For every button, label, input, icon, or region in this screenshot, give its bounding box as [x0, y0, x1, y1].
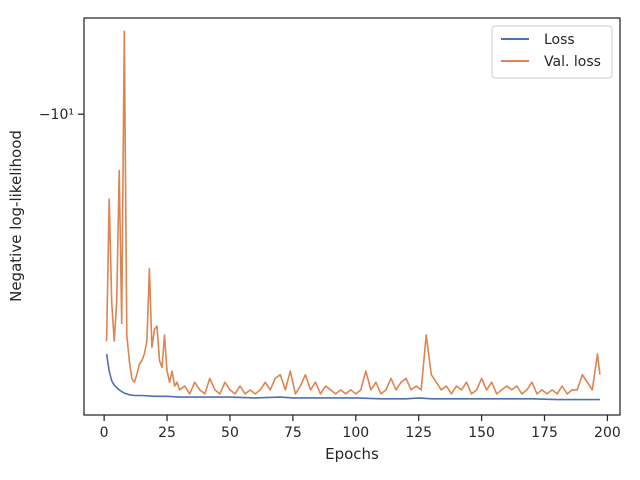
x-tick-label: 75	[284, 425, 302, 441]
x-axis-label: Epochs	[325, 445, 379, 463]
series-layer	[105, 30, 601, 401]
x-tick-label: 150	[468, 425, 495, 441]
y-axis-label: Negative log-likelihood	[7, 130, 25, 302]
series-line-1	[105, 30, 601, 395]
x-tick-label: 200	[594, 425, 621, 441]
x-tick-label: 125	[405, 425, 432, 441]
legend-label-1: Val. loss	[544, 54, 601, 70]
plot-area	[84, 18, 620, 415]
x-axis-ticks: 0 25 50 75 100 125 150 175 200	[100, 415, 621, 441]
plot-frame	[83, 17, 621, 416]
x-tick-label: 0	[100, 425, 109, 441]
y-axis-ticks: −10¹	[39, 107, 84, 123]
series-line-0	[105, 353, 600, 401]
x-tick-label: 175	[531, 425, 558, 441]
y-tick-label: −10¹	[39, 107, 74, 123]
legend: Loss Val. loss	[491, 25, 613, 79]
legend-label-0: Loss	[544, 32, 575, 48]
x-tick-label: 50	[221, 425, 239, 441]
x-tick-label: 100	[342, 425, 369, 441]
x-tick-label: 25	[158, 425, 176, 441]
